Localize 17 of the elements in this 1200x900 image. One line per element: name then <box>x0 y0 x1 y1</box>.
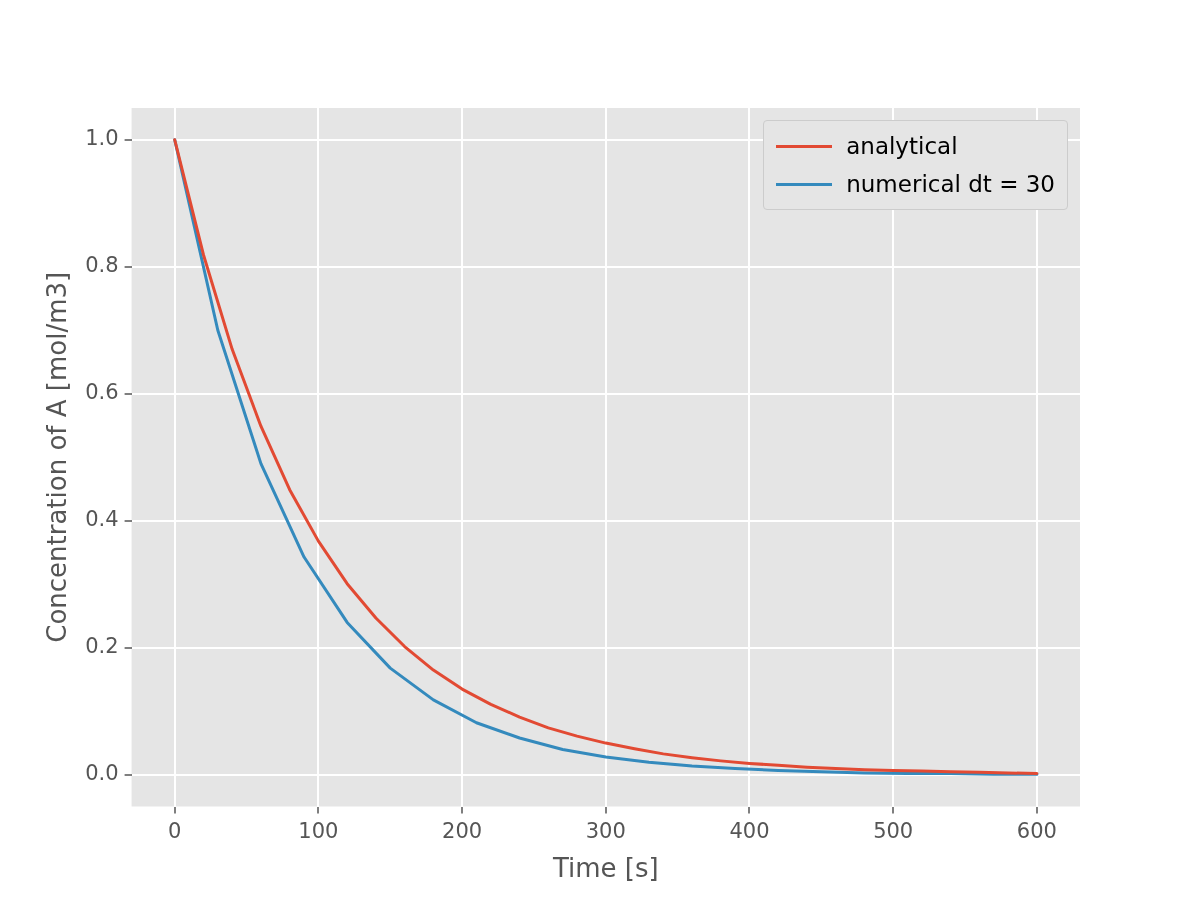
x-tick-label: 200 <box>442 818 483 843</box>
y-tick-label: 0.4 <box>85 507 119 532</box>
legend-label: numerical dt = 30 <box>846 170 1055 199</box>
y-tick-label: 0.8 <box>85 253 119 278</box>
y-tick-label: 0.2 <box>85 634 119 659</box>
x-tick-label: 100 <box>298 818 339 843</box>
y-tick-label: 0.0 <box>85 761 119 786</box>
x-tick-label: 600 <box>1016 818 1057 843</box>
x-axis-title: Time [s] <box>551 853 659 884</box>
y-axis-title: Concentration of A [mol/m3] <box>42 271 73 643</box>
legend-label: analytical <box>846 132 958 161</box>
x-tick-label: 400 <box>729 818 770 843</box>
y-tick-label: 1.0 <box>85 126 119 151</box>
x-tick-label: 0 <box>168 818 182 843</box>
x-tick-label: 300 <box>585 818 626 843</box>
y-tick-label: 0.6 <box>85 380 119 405</box>
x-tick-label: 500 <box>873 818 914 843</box>
